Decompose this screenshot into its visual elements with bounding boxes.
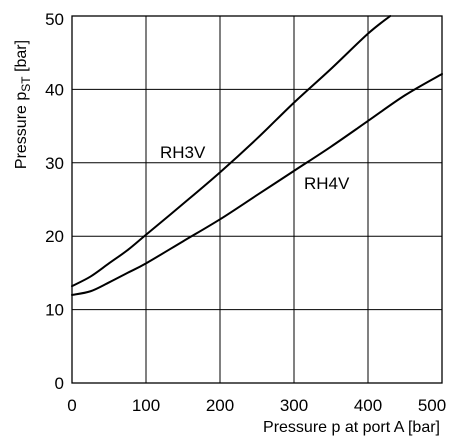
x-tick-label-200: 200 (206, 396, 234, 415)
y-axis-title: Pressure pST [bar] (13, 40, 33, 169)
y-tick-label-50: 50 (45, 10, 64, 29)
y-tick-label-40: 40 (45, 80, 64, 99)
x-tick-label-0: 0 (67, 396, 76, 415)
y-tick-label-0: 0 (55, 374, 64, 393)
y-tick-label-10: 10 (45, 301, 64, 320)
y-axis-title-suffix: [bar] (13, 40, 30, 76)
series-line-rh3v (71, 15, 392, 288)
x-tick-label-100: 100 (132, 396, 160, 415)
series-line-rh4v (71, 72, 443, 296)
y-tick-label-20: 20 (45, 227, 64, 246)
grid-lines (72, 16, 442, 383)
x-tick-label-300: 300 (280, 396, 308, 415)
series-label-rh4v: RH4V (304, 174, 350, 193)
plot-frame (71, 15, 443, 384)
x-tick-labels: 0 100 200 300 400 500 (67, 396, 446, 415)
x-tick-label-400: 400 (354, 396, 382, 415)
series-label-rh3v: RH3V (160, 143, 206, 162)
y-tick-label-30: 30 (45, 154, 64, 173)
y-tick-labels: 0 10 20 30 40 50 (45, 10, 64, 393)
series-lines (71, 15, 443, 296)
x-tick-label-500: 500 (418, 396, 446, 415)
y-axis-title-subscript: ST (19, 76, 33, 92)
x-axis-title: Pressure p at port A [bar] (263, 419, 440, 436)
y-axis-title-prefix: Pressure p (13, 92, 30, 169)
